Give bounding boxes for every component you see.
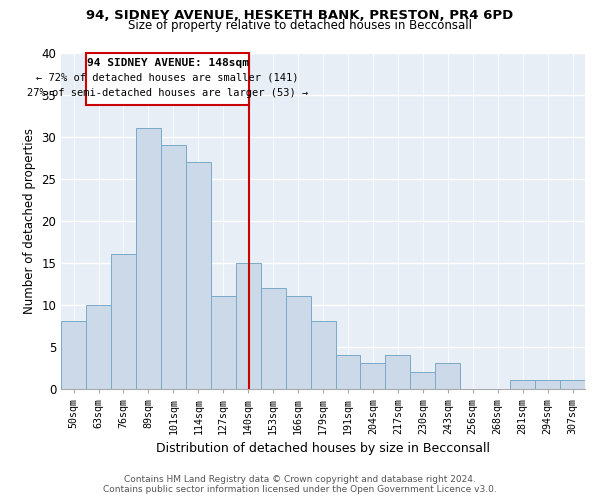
Bar [61, 322, 86, 388]
Text: 27% of semi-detached houses are larger (53) →: 27% of semi-detached houses are larger (… [27, 88, 308, 98]
X-axis label: Distribution of detached houses by size in Becconsall: Distribution of detached houses by size … [156, 442, 490, 455]
Bar [311, 322, 335, 388]
Bar [385, 355, 410, 388]
Bar [535, 380, 560, 388]
Bar [186, 162, 211, 388]
Bar [560, 380, 585, 388]
Text: 94 SIDNEY AVENUE: 148sqm: 94 SIDNEY AVENUE: 148sqm [86, 58, 248, 68]
Bar [510, 380, 535, 388]
Y-axis label: Number of detached properties: Number of detached properties [23, 128, 36, 314]
Bar [286, 296, 311, 388]
Bar [236, 262, 260, 388]
Text: Size of property relative to detached houses in Becconsall: Size of property relative to detached ho… [128, 19, 472, 32]
Bar [136, 128, 161, 388]
FancyBboxPatch shape [86, 52, 249, 104]
Text: 94, SIDNEY AVENUE, HESKETH BANK, PRESTON, PR4 6PD: 94, SIDNEY AVENUE, HESKETH BANK, PRESTON… [86, 9, 514, 22]
Bar [410, 372, 436, 388]
Bar [260, 288, 286, 388]
Text: ← 72% of detached houses are smaller (141): ← 72% of detached houses are smaller (14… [37, 72, 299, 83]
Bar [361, 364, 385, 388]
Bar [161, 145, 186, 388]
Bar [335, 355, 361, 388]
Bar [211, 296, 236, 388]
Bar [436, 364, 460, 388]
Text: Contains HM Land Registry data © Crown copyright and database right 2024.
Contai: Contains HM Land Registry data © Crown c… [103, 474, 497, 494]
Bar [111, 254, 136, 388]
Bar [86, 304, 111, 388]
